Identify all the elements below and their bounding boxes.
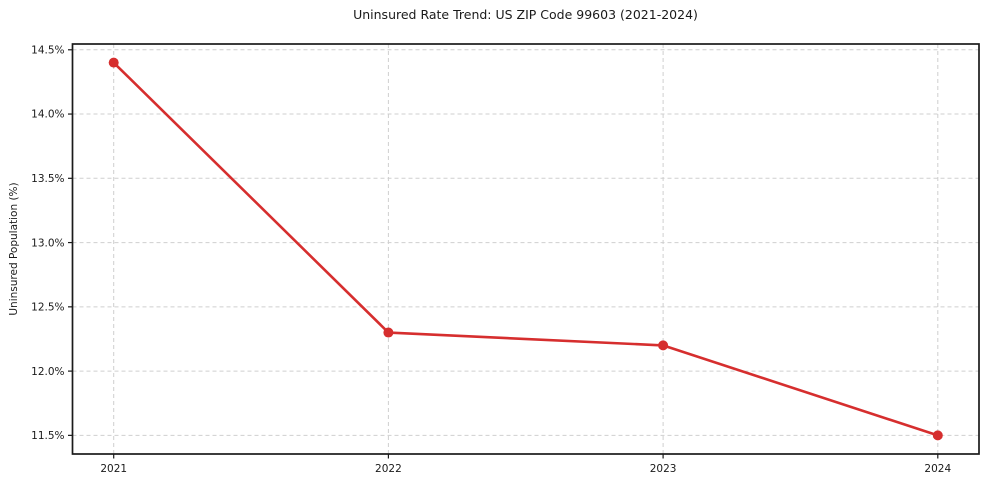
y-tick-label: 11.5% [31,430,64,442]
x-tick-label: 2021 [100,463,127,475]
y-tick-label: 13.5% [31,173,64,185]
data-point [658,340,669,351]
x-tick-label: 2024 [924,463,951,475]
y-tick-label: 12.0% [31,366,64,378]
x-tick-label: 2023 [650,463,677,475]
y-tick-label: 14.5% [31,44,64,56]
y-tick-label: 12.5% [31,302,64,314]
plot-border [71,43,980,455]
data-point [108,57,119,68]
y-tick-label: 14.0% [31,109,64,121]
y-tick-label: 13.0% [31,237,64,249]
trend-line [112,61,940,437]
data-point [383,327,394,338]
x-tick-label: 2022 [375,463,402,475]
chart-title: Uninsured Rate Trend: US ZIP Code 99603 … [353,7,698,22]
data-point [932,430,943,441]
